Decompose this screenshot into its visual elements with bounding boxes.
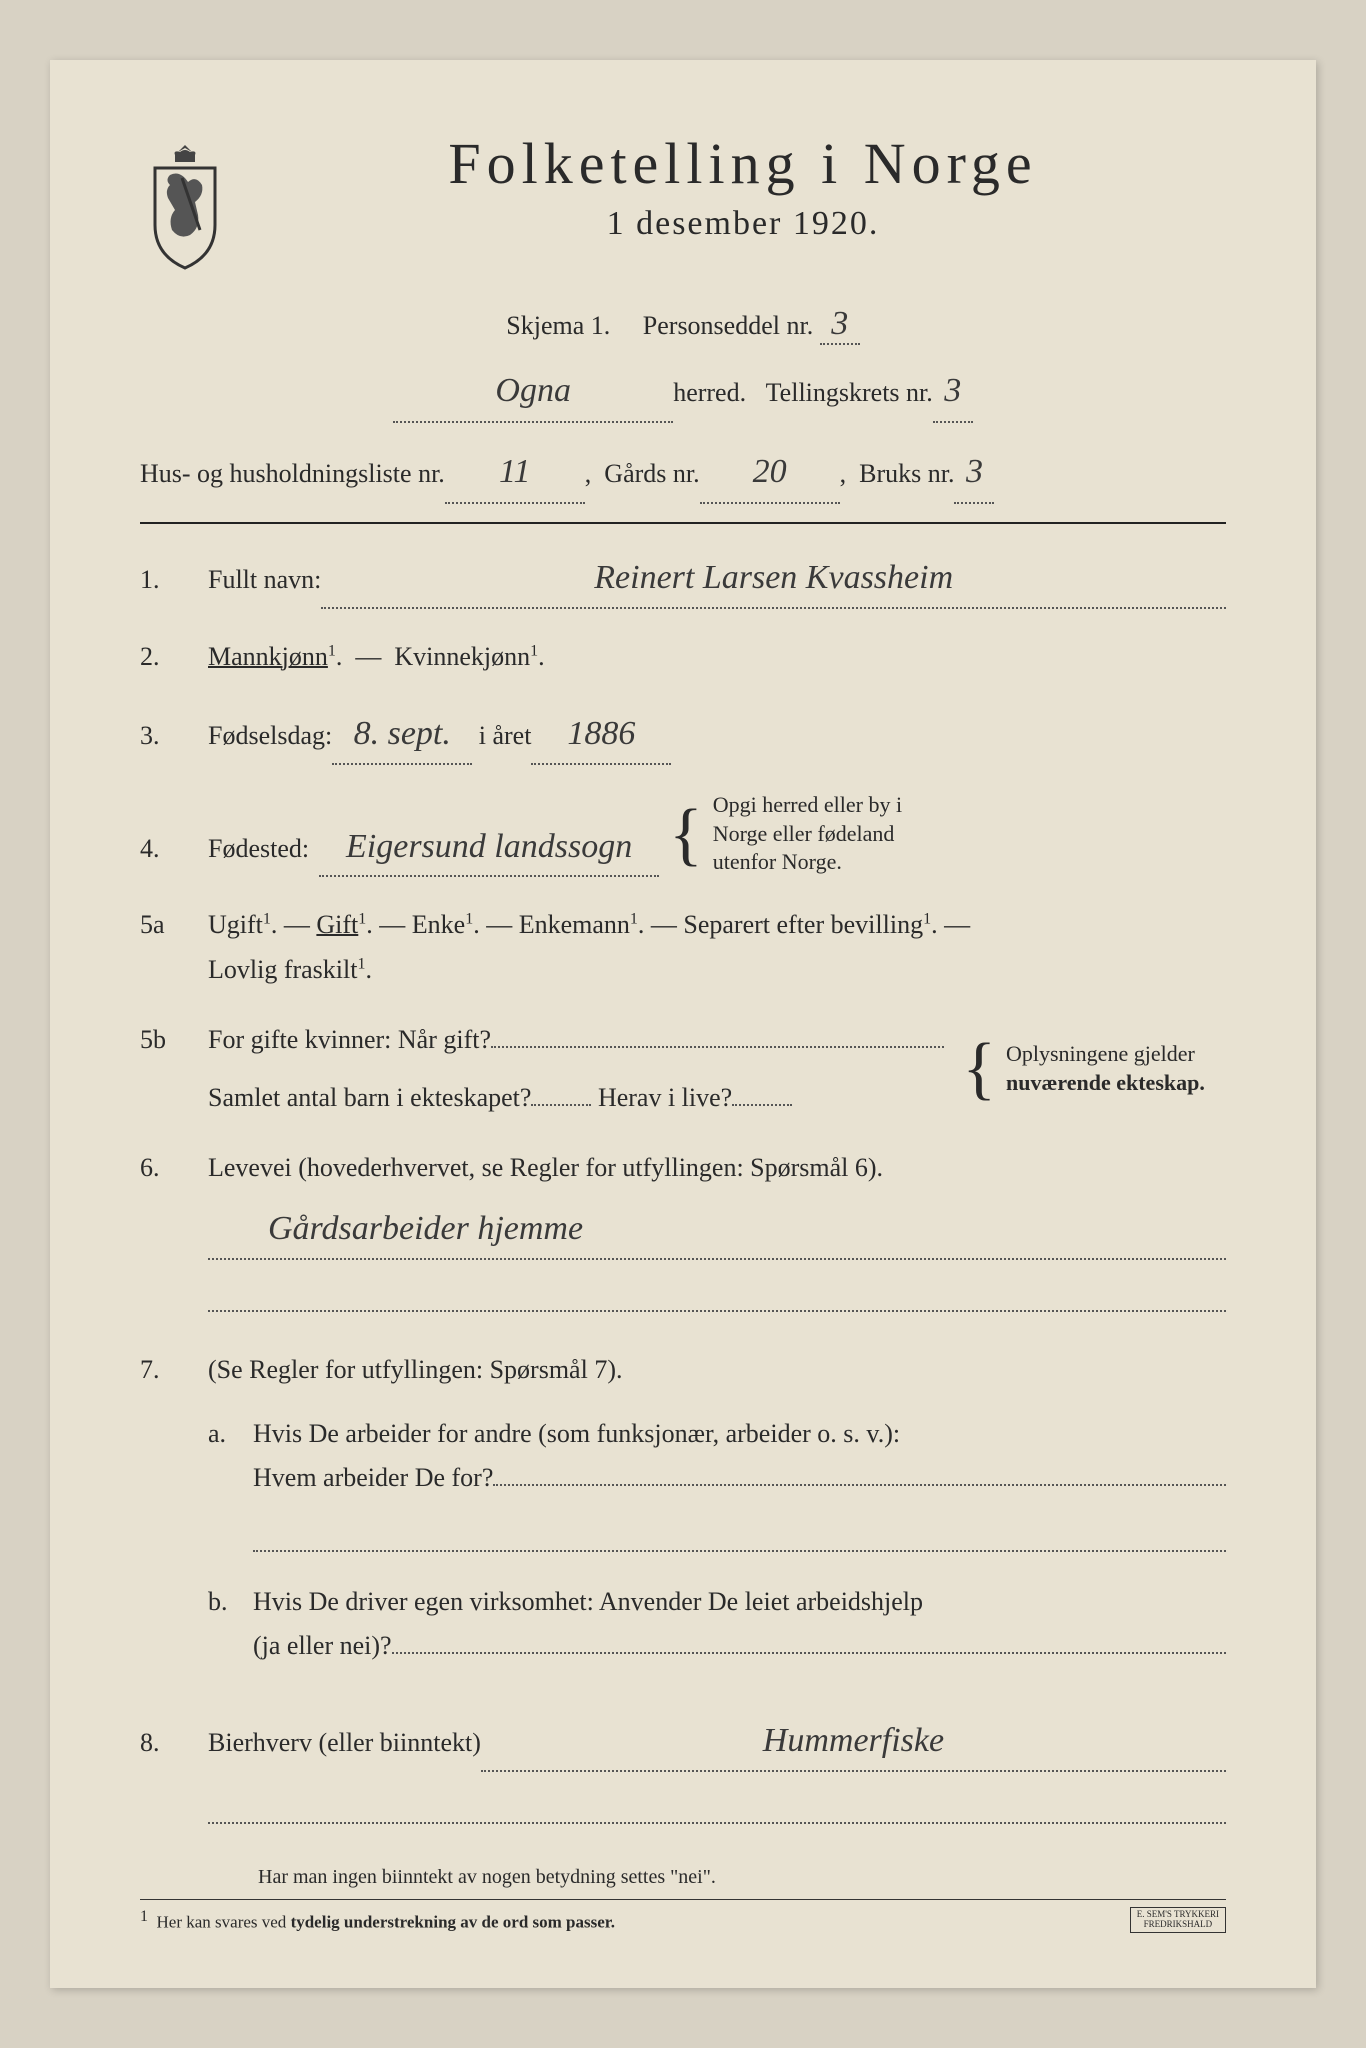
form-meta-line1: Skjema 1. Personseddel nr. 3 [140, 305, 1226, 345]
q6-num: 6. [140, 1146, 190, 1190]
q4-value: Eigersund landssogn [319, 818, 659, 878]
q3: 3. Fødselsdag: 8. sept. i året 1886 [140, 705, 1226, 765]
q7: 7. (Se Regler for utfyllingen: Spørsmål … [140, 1348, 1226, 1687]
footnote2: 1 Her kan svares ved tydelig understrekn… [140, 1899, 1226, 1933]
q5a-enke: Enke [412, 910, 465, 939]
header: Folketelling i Norge 1 desember 1920. [140, 130, 1226, 270]
herred-label: herred. [673, 370, 746, 417]
q7a-text2: Hvem arbeider De for? [253, 1456, 493, 1500]
gards-label: Gårds nr. [604, 451, 699, 498]
q5b-fill3 [732, 1104, 792, 1106]
herred-line: Ogna herred. Tellingskrets nr. 3 [140, 360, 1226, 423]
q1-value: Reinert Larsen Kvassheim [321, 549, 1226, 609]
q5a-enkemann: Enkemann [519, 910, 630, 939]
q5a-num: 5a [140, 903, 190, 947]
q2: 2. Mannkjønn1. — Kvinnekjønn1. [140, 635, 1226, 679]
q3-label: Fødselsdag: [208, 714, 332, 758]
footnote2-num: 1 [140, 1908, 148, 1925]
husliste-line: Hus- og husholdningsliste nr. 11, Gårds … [140, 441, 1226, 504]
q1-label: Fullt navn: [208, 558, 321, 602]
q5b-num: 5b [140, 1018, 190, 1062]
q7a-fill [493, 1484, 1226, 1486]
q8-value: Hummerfiske [481, 1712, 1226, 1772]
q7b-fill [392, 1652, 1226, 1654]
q5b-label1: For gifte kvinner: Når gift? [208, 1018, 491, 1062]
q5b-fill1 [491, 1046, 944, 1048]
q5a-ugift: Ugift [208, 910, 263, 939]
q2-sup2: 1 [530, 643, 538, 660]
gards-nr: 20 [700, 441, 840, 504]
husliste-nr: 11 [445, 441, 585, 504]
q6-label: Levevei (hovederhvervet, se Regler for u… [208, 1153, 883, 1182]
q2-kvinne: Kvinnekjønn [394, 642, 530, 671]
q5b-note-block: { Oplysningene gjelder nuværende ekteska… [962, 1040, 1226, 1097]
bruks-nr: 3 [954, 441, 994, 504]
q5b-label3: Herav i live? [598, 1076, 732, 1120]
q8-num: 8. [140, 1721, 190, 1765]
personseddel-nr: 3 [820, 305, 860, 345]
tellingskrets-nr: 3 [933, 360, 973, 423]
q5b-label2: Samlet antal barn i ekteskapet? [208, 1076, 531, 1120]
q7b: b. Hvis De driver egen virksomhet: Anven… [208, 1580, 1226, 1668]
subtitle: 1 desember 1920. [260, 205, 1226, 243]
q6-value: Gårdsarbeider hjemme [208, 1200, 1226, 1260]
q1-num: 1. [140, 558, 190, 602]
coat-of-arms-icon [140, 140, 230, 270]
q3-year: 1886 [531, 705, 671, 765]
q5b-note: Oplysningene gjelder nuværende ekteskap. [1006, 1040, 1226, 1097]
q1: 1. Fullt navn: Reinert Larsen Kvassheim [140, 549, 1226, 609]
q7a-blank [253, 1510, 1226, 1552]
q7b-text1: Hvis De driver egen virksomhet: Anvender… [253, 1587, 923, 1616]
q3-year-label: i året [479, 714, 532, 758]
husliste-label: Hus- og husholdningsliste nr. [140, 451, 445, 498]
q8: 8. Bierhverv (eller biinntekt) Hummerfis… [140, 1712, 1226, 1772]
q6-blank [208, 1270, 1226, 1312]
q7-num: 7. [140, 1348, 190, 1392]
q4-note-block: { Opgi herred eller by i Norge eller fød… [669, 791, 933, 877]
q8-blank [208, 1798, 1226, 1824]
divider-top [140, 522, 1226, 524]
footnote1: Har man ingen biinntekt av nogen betydni… [208, 1854, 1226, 1889]
footnote2-text: Her kan svares ved tydelig understreknin… [157, 1912, 616, 1931]
personseddel-label: Personseddel nr. [643, 311, 813, 340]
brace-icon: { [962, 1044, 996, 1093]
q5b: 5b For gifte kvinner: Når gift? Samlet a… [140, 1018, 1226, 1120]
q6: 6. Levevei (hovederhvervet, se Regler fo… [140, 1146, 1226, 1322]
q5a-gift: Gift [316, 910, 358, 939]
q7b-text2: (ja eller nei)? [253, 1624, 392, 1668]
main-title: Folketelling i Norge [260, 130, 1226, 197]
q3-num: 3. [140, 714, 190, 758]
q4-note: Opgi herred eller by i Norge eller fødel… [713, 791, 933, 877]
q3-day: 8. sept. [332, 705, 472, 765]
q4-label: Fødested: [208, 827, 309, 871]
q2-sup1: 1 [328, 643, 336, 660]
q7b-label: b. [208, 1580, 238, 1624]
q5a: 5a Ugift1. — Gift1. — Enke1. — Enkemann1… [140, 903, 1226, 991]
q8-label: Bierhverv (eller biinntekt) [208, 1721, 481, 1765]
q2-num: 2. [140, 635, 190, 679]
q7-label: (Se Regler for utfyllingen: Spørsmål 7). [208, 1355, 622, 1384]
q5a-fraskilt: Lovlig fraskilt [208, 955, 357, 984]
brace-icon: { [669, 810, 703, 859]
title-block: Folketelling i Norge 1 desember 1920. [260, 130, 1226, 243]
census-form-page: Folketelling i Norge 1 desember 1920. Sk… [50, 60, 1316, 1988]
q5b-fill2 [531, 1104, 591, 1106]
q7a-label: a. [208, 1412, 238, 1456]
q4-num: 4. [140, 827, 190, 871]
skjema-label: Skjema 1. [506, 311, 610, 340]
q5a-separert: Separert efter bevilling [683, 910, 923, 939]
bruks-label: Bruks nr. [859, 451, 954, 498]
tellingskrets-label: Tellingskrets nr. [766, 370, 933, 417]
printer-mark: E. SEM'S TRYKKERI FREDRIKSHALD [1130, 1907, 1226, 1933]
herred-value: Ogna [393, 360, 673, 423]
q7a-text1: Hvis De arbeider for andre (som funksjon… [253, 1419, 900, 1448]
q7a: a. Hvis De arbeider for andre (som funks… [208, 1412, 1226, 1562]
printer-line2: FREDRIKSHALD [1137, 1920, 1219, 1930]
q2-mann: Mannkjønn [208, 642, 328, 671]
q4: 4. Fødested: Eigersund landssogn { Opgi … [140, 791, 1226, 877]
